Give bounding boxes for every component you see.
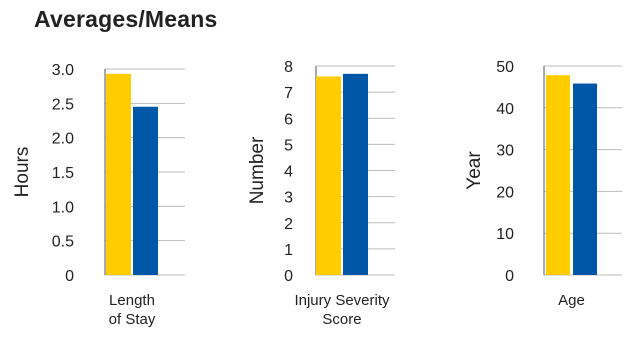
x-axis-label: Score — [322, 311, 361, 328]
y-tick-label: 6 — [284, 111, 293, 128]
y-axis-label: Hours — [12, 147, 33, 198]
y-tick-label: 50 — [496, 59, 514, 76]
y-tick-label: 20 — [496, 184, 514, 201]
x-axis-label: of Stay — [109, 311, 156, 328]
bar-series-b — [133, 106, 158, 276]
y-tick-label: 10 — [496, 226, 514, 243]
y-tick-label: 2.5 — [52, 96, 74, 113]
bar-series-a — [546, 75, 570, 275]
y-tick-label: 1.0 — [52, 199, 74, 216]
bar-series-a — [106, 73, 131, 275]
bar-series-a — [316, 76, 341, 275]
y-tick-label: 2 — [284, 216, 293, 233]
y-tick-label: 0 — [284, 268, 293, 285]
y-tick-label: 2.0 — [52, 131, 74, 148]
y-tick-label: 8 — [284, 59, 293, 76]
y-tick-label: 1 — [284, 242, 293, 259]
x-axis-label: Injury Severity — [294, 292, 390, 309]
y-axis-label: Number — [247, 136, 268, 204]
y-tick-label: 40 — [496, 101, 514, 118]
y-tick-label: 4 — [284, 164, 293, 181]
y-tick-label: 0.5 — [52, 234, 74, 251]
y-tick-label: 30 — [496, 143, 514, 160]
bar-series-b — [343, 73, 368, 276]
bar-series-b — [573, 83, 597, 275]
y-tick-label: 3 — [284, 190, 293, 207]
y-axis-label: Year — [464, 151, 485, 190]
x-axis-label: Age — [558, 292, 585, 309]
y-tick-label: 5 — [284, 137, 293, 154]
y-tick-label: 0 — [505, 268, 514, 285]
y-tick-label: 1.5 — [52, 165, 74, 182]
x-axis-label: Length — [109, 292, 155, 309]
chart-title: Averages/Means — [34, 6, 218, 32]
y-tick-label: 3.0 — [52, 62, 74, 79]
y-tick-label: 0 — [65, 268, 74, 285]
y-tick-label: 7 — [284, 85, 293, 102]
